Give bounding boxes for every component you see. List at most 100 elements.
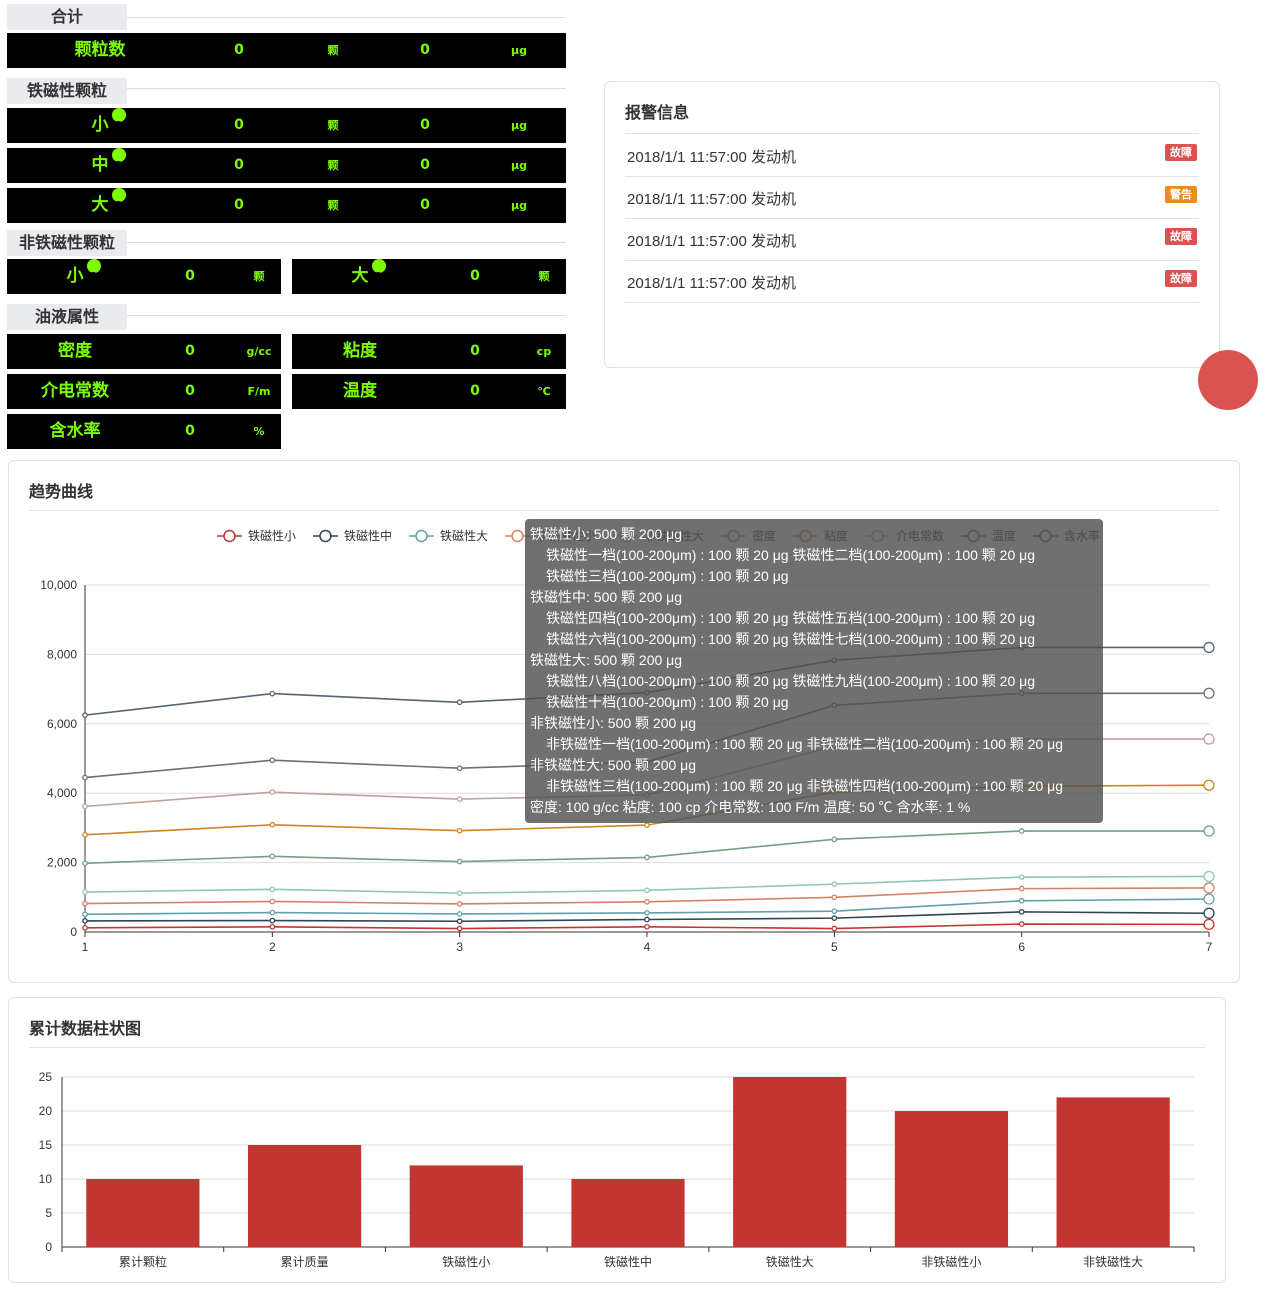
data-point[interactable] — [456, 796, 463, 802]
bar[interactable] — [247, 1145, 362, 1247]
bar[interactable] — [86, 1179, 200, 1247]
data-point[interactable] — [1203, 918, 1215, 931]
data-point[interactable] — [269, 690, 276, 697]
alarm-panel-rule — [625, 133, 1199, 134]
data-point[interactable] — [831, 894, 838, 901]
x-tick-label: 5 — [831, 940, 838, 954]
data-point[interactable] — [1203, 870, 1215, 883]
data-point[interactable] — [456, 699, 463, 706]
help-icon[interactable]: ? — [111, 188, 126, 212]
data-point[interactable] — [456, 925, 463, 932]
data-point[interactable] — [644, 910, 650, 916]
data-point[interactable] — [82, 831, 88, 838]
metric-label-text: 含水率 — [49, 421, 101, 441]
alarm-item[interactable]: 2018/1/1 11:57:00 发动机 故障 — [625, 134, 1199, 177]
data-point[interactable] — [831, 915, 838, 921]
data-point[interactable] — [831, 836, 838, 843]
legend-marker — [319, 529, 332, 543]
data-point[interactable] — [644, 923, 650, 930]
data-point[interactable] — [644, 854, 650, 861]
data-point[interactable] — [82, 889, 88, 895]
data-point[interactable] — [831, 925, 838, 932]
cumulative-bar-chart[interactable]: 0 5 10 15 20 25 累计颗粒 累计质量 铁磁性小 铁磁性中 铁磁性大 非铁磁性小 非铁磁性大 — [0, 1055, 1283, 1285]
y-tick-label: 4,000 — [47, 786, 77, 800]
bar[interactable] — [894, 1111, 1009, 1247]
data-point[interactable] — [82, 803, 88, 810]
alarm-item-text: 2018/1/1 11:57:00 发动机 — [627, 149, 796, 166]
data-point[interactable] — [644, 887, 650, 894]
metric-value: 0 — [185, 383, 195, 399]
data-point[interactable] — [1018, 921, 1025, 927]
metric-label: 小? — [7, 108, 193, 143]
data-point[interactable] — [269, 886, 276, 893]
data-point[interactable] — [1018, 885, 1025, 892]
help-icon[interactable]: ? — [111, 108, 126, 132]
data-point[interactable] — [1018, 828, 1025, 834]
legend-item[interactable]: 铁磁性中 — [313, 528, 392, 543]
data-point[interactable] — [644, 822, 650, 828]
metric-label: 小? — [7, 259, 143, 294]
alarm-item[interactable]: 2018/1/1 11:57:00 发动机 故障 — [625, 218, 1199, 261]
data-point[interactable] — [1203, 907, 1215, 919]
data-point[interactable] — [456, 911, 463, 917]
data-point[interactable] — [269, 821, 276, 828]
data-point[interactable] — [831, 881, 838, 887]
metric-label-text: 大 — [351, 266, 369, 286]
data-point[interactable] — [644, 916, 650, 923]
data-point[interactable] — [269, 757, 276, 764]
data-point[interactable] — [456, 901, 463, 907]
count-unit: 颗 — [327, 199, 339, 212]
data-point[interactable] — [1203, 687, 1215, 699]
metric-label: 中? — [7, 148, 193, 183]
data-point[interactable] — [644, 898, 650, 905]
data-point[interactable] — [831, 908, 838, 915]
data-point[interactable] — [1203, 733, 1215, 745]
help-icon[interactable]: ? — [86, 259, 101, 283]
data-point[interactable] — [1018, 909, 1025, 915]
data-point[interactable] — [269, 898, 276, 905]
data-point[interactable] — [82, 900, 88, 907]
alarm-item[interactable]: 2018/1/1 11:57:00 发动机 故障 — [625, 260, 1199, 303]
data-point[interactable] — [269, 909, 276, 916]
data-point[interactable] — [456, 918, 463, 925]
data-point[interactable] — [456, 827, 463, 834]
bar[interactable] — [409, 1165, 523, 1247]
data-point[interactable] — [269, 923, 276, 930]
data-point[interactable] — [82, 911, 88, 918]
trend-panel-rule — [29, 510, 1219, 511]
legend-label: 铁磁性大 — [440, 528, 488, 543]
data-point[interactable] — [1203, 825, 1215, 837]
legend-item[interactable]: 铁磁性小 — [217, 528, 296, 543]
section-title-ferro-text: 铁磁性颗粒 — [26, 81, 107, 100]
data-point[interactable] — [456, 765, 463, 772]
tooltip-line: 密度: 100 g/cc 粘度: 100 cp 介电常数: 100 F/m 温度… — [530, 799, 971, 815]
bar[interactable] — [571, 1179, 685, 1247]
data-point[interactable] — [269, 853, 276, 860]
data-point[interactable] — [1018, 874, 1025, 881]
data-point[interactable] — [82, 924, 88, 931]
data-point[interactable] — [1018, 897, 1025, 904]
data-point[interactable] — [269, 917, 276, 924]
help-icon[interactable]: ? — [111, 148, 126, 172]
data-point[interactable] — [456, 890, 463, 896]
data-point[interactable] — [82, 712, 88, 718]
metric-label: 介电常数 — [7, 374, 143, 409]
data-point[interactable] — [82, 774, 88, 781]
legend-item[interactable]: 铁磁性大 — [409, 528, 488, 543]
bar[interactable] — [733, 1077, 847, 1247]
data-point[interactable] — [1203, 641, 1215, 654]
bar[interactable] — [1056, 1097, 1170, 1247]
data-point[interactable] — [1203, 893, 1215, 905]
data-point[interactable] — [456, 858, 463, 865]
data-point[interactable] — [269, 789, 276, 796]
data-point[interactable] — [1203, 779, 1215, 791]
floating-action-button[interactable] — [1198, 350, 1258, 410]
y-tick-label: 0 — [45, 1240, 52, 1254]
help-icon[interactable]: ? — [371, 259, 386, 283]
data-point[interactable] — [1203, 882, 1215, 894]
data-point[interactable] — [82, 918, 88, 924]
alarm-item[interactable]: 2018/1/1 11:57:00 发动机 警告 — [625, 176, 1199, 219]
alarm-panel-title: 报警信息 — [625, 103, 690, 122]
data-point[interactable] — [82, 860, 88, 867]
metric-row: 小? 0 颗 0 μg — [7, 108, 566, 143]
